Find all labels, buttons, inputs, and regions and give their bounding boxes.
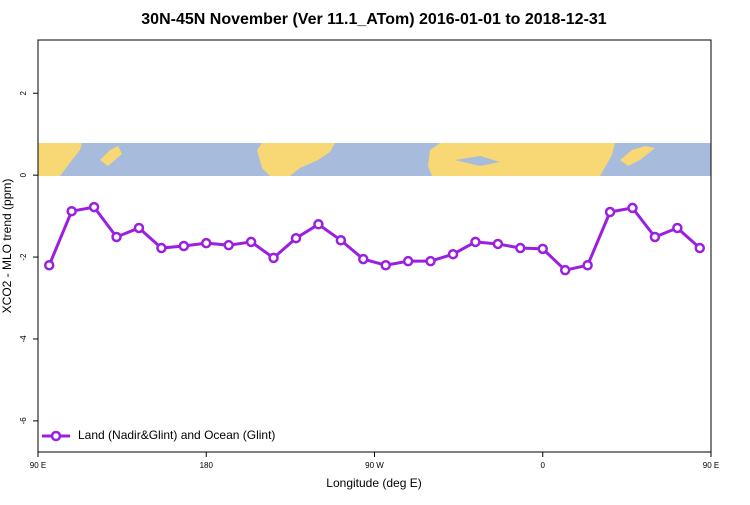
data-point xyxy=(515,242,526,254)
data-point xyxy=(245,236,257,248)
legend-label: Land (Nadir&Glint) and Ocean (Glint) xyxy=(78,428,275,442)
data-point xyxy=(313,219,324,230)
data-point xyxy=(425,255,436,267)
map-strip xyxy=(38,143,711,176)
land xyxy=(38,143,82,176)
land xyxy=(257,143,335,176)
data-point xyxy=(66,205,77,217)
data-point xyxy=(559,264,571,276)
data-point xyxy=(402,255,414,267)
x-axis-label: Longitude (deg E) xyxy=(326,476,421,490)
data-point xyxy=(111,231,122,243)
y-tick-label: 0 xyxy=(19,172,28,177)
data-point xyxy=(492,238,504,250)
data-point xyxy=(694,242,706,254)
plot-frame xyxy=(37,39,712,453)
data-point xyxy=(380,259,391,271)
data-point xyxy=(627,202,638,214)
data-point xyxy=(268,252,279,264)
y-axis-label: XCO2 - MLO trend (ppm) xyxy=(0,179,14,314)
x-tick-label: 90 E xyxy=(703,461,719,470)
land xyxy=(100,146,122,166)
data-point xyxy=(133,222,145,234)
land xyxy=(620,146,655,166)
x-tick-label: 90 E xyxy=(30,461,46,470)
data-point xyxy=(290,232,302,244)
data-point xyxy=(447,248,459,260)
sea xyxy=(455,156,500,166)
series-line xyxy=(47,205,701,272)
data-point xyxy=(335,235,347,246)
y-tick-label: 2 xyxy=(19,90,28,95)
y-tick-label: -6 xyxy=(19,417,28,425)
data-point xyxy=(582,259,593,271)
y-tick-label: -4 xyxy=(19,335,28,343)
y-tick-label: -2 xyxy=(19,253,28,261)
data-point xyxy=(358,253,369,265)
data-point xyxy=(43,259,55,271)
data-point xyxy=(649,231,661,243)
legend-marker xyxy=(50,430,62,442)
data-point xyxy=(88,201,100,213)
chart-title: 30N-45N November (Ver 11.1_ATom) 2016-01… xyxy=(141,11,607,28)
data-point xyxy=(156,242,167,254)
land xyxy=(428,143,615,176)
data-point xyxy=(537,243,548,255)
data-point xyxy=(178,240,190,252)
x-tick-label: 0 xyxy=(541,461,546,470)
data-point xyxy=(672,222,683,234)
data-point xyxy=(201,237,212,249)
data-point xyxy=(604,206,616,218)
data-point xyxy=(223,239,234,251)
data-point xyxy=(470,236,481,248)
x-tick-label: 90 W xyxy=(365,461,384,470)
x-tick-label: 180 xyxy=(200,461,214,470)
